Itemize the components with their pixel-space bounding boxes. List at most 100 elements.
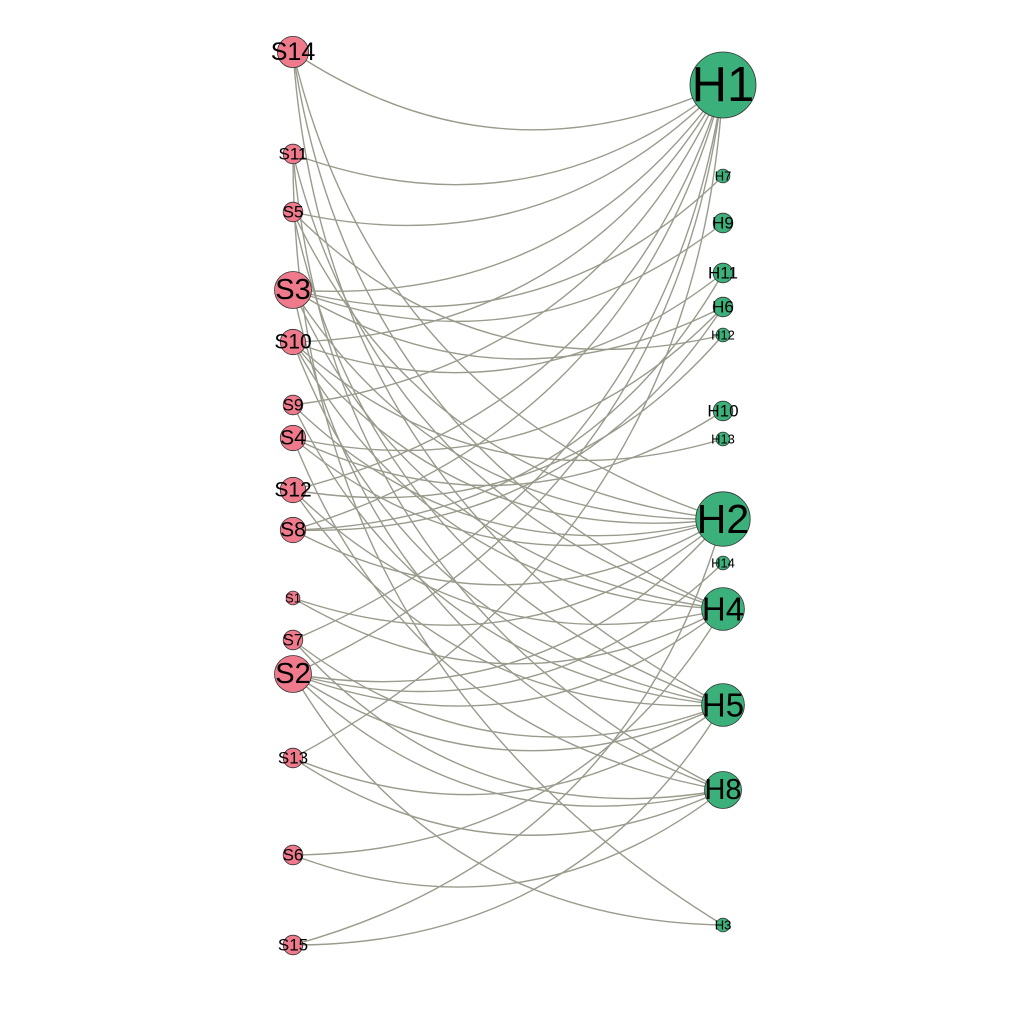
edge-S1-H4 <box>292 597 724 665</box>
node-label-S7: S7 <box>283 631 304 650</box>
edge-S10-H1 <box>292 84 724 343</box>
node-S6[interactable] <box>282 844 304 866</box>
node-label-S13: S13 <box>278 749 308 768</box>
node-label-S6: S6 <box>283 846 304 865</box>
edge-S3-H2 <box>292 289 724 520</box>
edge-S2-H4 <box>292 608 724 707</box>
node-S8[interactable] <box>279 516 307 544</box>
node-H6[interactable] <box>712 296 734 318</box>
node-H2[interactable] <box>695 491 751 547</box>
node-S10[interactable] <box>279 328 307 356</box>
edge-S4-H10 <box>292 410 724 487</box>
node-H8[interactable] <box>704 771 742 809</box>
node-label-H11: H11 <box>708 264 738 283</box>
node-H7[interactable] <box>715 168 731 184</box>
node-S11[interactable] <box>282 143 304 165</box>
node-H3[interactable] <box>715 917 731 933</box>
node-label-S3: S3 <box>275 274 310 306</box>
label-layer: S14 S11 S5 S3 S10 S9 S4 S12 S8 S1 S7 S2 S13 S6 S15 H1 H7… <box>271 38 755 955</box>
node-S15[interactable] <box>282 934 304 956</box>
edge-S2-H2 <box>292 518 724 683</box>
edge-S2-H5 <box>292 673 724 752</box>
node-label-S8: S8 <box>280 519 306 542</box>
edge-S9-H1 <box>292 84 724 406</box>
edge-S11-H8 <box>292 153 724 791</box>
edge-S11-H1 <box>292 84 724 186</box>
node-label-H9: H9 <box>712 214 734 233</box>
edge-S7-H1 <box>292 84 724 641</box>
edge-S5-H12 <box>292 211 724 351</box>
node-H12[interactable] <box>715 327 731 343</box>
node-S2[interactable] <box>274 655 312 693</box>
edge-S6-H4 <box>292 608 724 856</box>
node-label-H7: H7 <box>715 169 732 184</box>
node-H5[interactable] <box>701 683 745 727</box>
node-H1[interactable] <box>689 51 757 119</box>
edge-S3-H9 <box>292 222 724 323</box>
edge-S14-H1 <box>292 51 724 131</box>
edge-S13-H1 <box>292 84 724 759</box>
edge-S2-H1 <box>292 84 724 675</box>
node-layer <box>274 36 757 956</box>
node-H9[interactable] <box>712 212 734 234</box>
node-S13[interactable] <box>282 747 304 769</box>
node-label-S2: S2 <box>275 658 310 690</box>
edge-S10-H11 <box>292 272 724 374</box>
edge-S4-H6 <box>292 306 724 452</box>
edge-S8-H6 <box>292 306 724 532</box>
edge-S3-H8 <box>292 289 724 791</box>
node-H11[interactable] <box>712 262 734 284</box>
edge-S10-H13 <box>292 341 724 462</box>
node-label-H14: H14 <box>711 556 735 571</box>
edge-S11-H4 <box>292 153 724 610</box>
node-label-S14: S14 <box>271 38 316 66</box>
edge-S14-H2 <box>292 51 724 520</box>
edge-S13-H5 <box>292 704 724 796</box>
edge-S2-H8 <box>292 673 724 807</box>
edge-S1-H2 <box>292 518 724 626</box>
edge-S3-H1 <box>292 84 724 292</box>
edge-S8-H1 <box>292 84 724 531</box>
edge-S9-H5 <box>292 404 724 706</box>
edge-S3-H6 <box>292 289 724 360</box>
edge-S4-H2 <box>292 437 724 547</box>
node-S1[interactable] <box>285 590 301 606</box>
node-S14[interactable] <box>276 36 309 69</box>
edge-S5-H2 <box>292 211 724 520</box>
edge-S4-H8 <box>292 437 724 791</box>
edge-S10-H5 <box>292 341 724 706</box>
node-label-S11: S11 <box>279 145 308 164</box>
node-S12[interactable] <box>279 476 307 504</box>
edge-S7-H5 <box>292 639 724 738</box>
node-H10[interactable] <box>712 400 734 422</box>
node-label-H12: H12 <box>711 328 735 343</box>
node-label-H4: H4 <box>702 591 744 628</box>
edge-S10-H4 <box>292 341 724 610</box>
edge-S12-H5 <box>292 489 724 707</box>
edge-S15-H5 <box>292 704 724 946</box>
node-label-H6: H6 <box>712 298 734 317</box>
edge-S12-H12 <box>292 334 724 499</box>
node-label-S1: S1 <box>285 591 301 606</box>
edge-S7-H8 <box>292 639 724 800</box>
node-H4[interactable] <box>701 587 745 631</box>
edge-S14-H4 <box>292 51 724 610</box>
node-label-H10: H10 <box>707 402 738 421</box>
node-label-H1: H1 <box>692 58 755 112</box>
edge-S13-H8 <box>292 757 724 836</box>
edge-S14-H5 <box>292 51 724 706</box>
node-label-S15: S15 <box>278 936 308 955</box>
node-H14[interactable] <box>715 555 731 571</box>
node-S4[interactable] <box>279 424 307 452</box>
node-S9[interactable] <box>282 394 304 416</box>
node-S3[interactable] <box>274 271 312 309</box>
node-S7[interactable] <box>282 629 304 651</box>
node-label-H2: H2 <box>697 496 749 542</box>
node-label-S10: S10 <box>274 331 311 354</box>
node-S5[interactable] <box>282 201 304 223</box>
node-label-H5: H5 <box>702 687 744 724</box>
edge-S2-H3 <box>292 673 724 926</box>
node-label-S4: S4 <box>280 427 306 450</box>
node-H13[interactable] <box>715 431 731 447</box>
